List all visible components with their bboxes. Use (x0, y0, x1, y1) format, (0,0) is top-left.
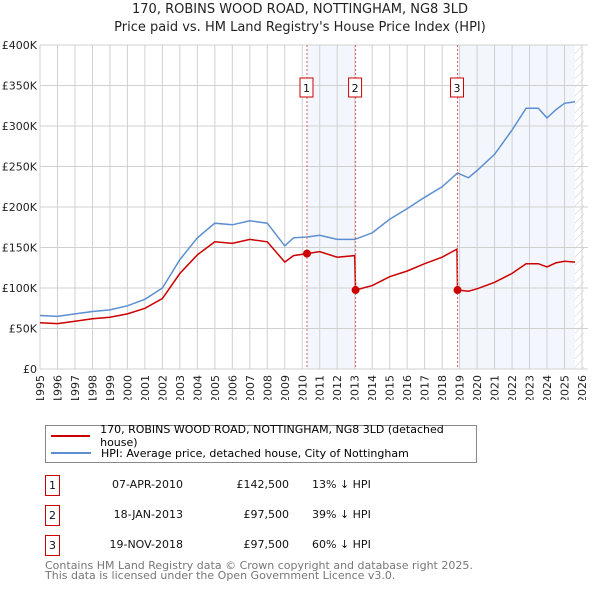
y-tick-label: £400K (2, 39, 38, 52)
sale-row: 1 07-APR-2010 £142,500 13% ↓ HPI (45, 475, 475, 496)
x-tick-label: 2005 (209, 375, 222, 400)
legend-item-property: 170, ROBINS WOOD ROAD, NOTTINGHAM, NG8 3… (51, 423, 476, 449)
x-tick-label: 2019 (454, 375, 467, 400)
x-tick-label: 2026 (576, 375, 589, 400)
x-tick-label: 2017 (419, 375, 432, 400)
x-tick-label: 1999 (104, 375, 117, 400)
sale-hpi-diff: 60% ↓ HPI (312, 538, 371, 551)
sale-point (351, 286, 360, 295)
sale-number: 3 (45, 535, 60, 556)
red-line-swatch (51, 435, 91, 437)
sale-hpi-diff: 13% ↓ HPI (312, 478, 371, 491)
x-tick-label: 1997 (69, 375, 82, 400)
y-tick-label: £50K (9, 323, 38, 336)
sale-date: 07-APR-2010 (111, 478, 183, 491)
hpi-line (39, 100, 576, 318)
y-tick-label: £100K (2, 282, 38, 295)
x-tick-label: 2002 (156, 375, 169, 400)
y-tick-label: £350K (2, 80, 38, 93)
sale-date: 19-NOV-2018 (109, 538, 183, 551)
x-tick-label: 2012 (331, 375, 344, 400)
x-tick-label: 2008 (261, 375, 274, 400)
sale-number: 2 (45, 505, 60, 526)
chart-subtitle: Price paid vs. HM Land Registry's House … (114, 20, 486, 35)
y-tick-label: £0 (23, 363, 37, 376)
x-tick-label: 1995 (34, 375, 47, 400)
x-tick-label: 2018 (436, 375, 449, 400)
chart-plot: 1 2 3 1995 1996 1997 1998 1999 2000 2001 2002 2003 2… (2, 39, 589, 400)
x-tick-label: 2003 (174, 375, 187, 400)
sale-hpi-diff: 39% ↓ HPI (312, 508, 371, 521)
x-tick-label: 2014 (366, 375, 379, 400)
blue-line-swatch (51, 452, 91, 454)
sale-price: £142,500 (236, 478, 290, 491)
legend: 170, ROBINS WOOD ROAD, NOTTINGHAM, NG8 3… (45, 423, 477, 463)
x-tick-label: 2007 (244, 375, 257, 400)
sale-badge-number: 3 (454, 82, 461, 95)
x-tick-label: 2010 (296, 375, 309, 400)
legend-label-property: 170, ROBINS WOOD ROAD, NOTTINGHAM, NG8 3… (100, 423, 444, 449)
x-tick-label: 1998 (86, 375, 99, 400)
sale-badge-number: 2 (352, 82, 359, 95)
sale-row: 3 19-NOV-2018 £97,500 60% ↓ HPI (45, 535, 475, 556)
property-price-line (39, 238, 576, 325)
x-tick-label: 2023 (524, 375, 537, 400)
x-tick-label: 2006 (226, 375, 239, 400)
x-tick-label: 2001 (139, 375, 152, 400)
sale-price: £97,500 (243, 538, 290, 551)
x-tick-label: 2011 (314, 375, 327, 400)
x-tick-label: 2024 (541, 375, 554, 400)
sale-point (302, 249, 311, 258)
sale-date: 18-JAN-2013 (113, 508, 183, 521)
sale-number: 1 (45, 475, 60, 496)
sale-price: £97,500 (243, 508, 290, 521)
legend-item-hpi: HPI: Average price, detached house, City… (51, 445, 409, 461)
sale-badge (299, 77, 314, 98)
y-tick-label: £200K (2, 201, 38, 214)
x-tick-label: 2013 (349, 375, 362, 400)
x-tick-label: 1996 (51, 375, 64, 400)
sale-row: 2 18-JAN-2013 £97,500 39% ↓ HPI (45, 505, 475, 526)
x-tick-label: 2021 (489, 375, 502, 400)
y-tick-label: £150K (2, 242, 38, 255)
y-tick-label: £250K (2, 161, 38, 174)
chart-title: 170, ROBINS WOOD ROAD, NOTTINGHAM, NG8 3… (132, 2, 468, 17)
x-tick-label: 2009 (279, 375, 292, 400)
legend-label-hpi: HPI: Average price, detached house, City… (101, 446, 409, 460)
sale-badge-number: 1 (303, 82, 310, 95)
x-tick-label: 2015 (384, 375, 397, 400)
sale-point (453, 286, 462, 295)
x-tick-label: 2016 (401, 375, 414, 400)
sale-badge (348, 77, 363, 98)
footer-copyright: Contains HM Land Registry data © Crown c… (45, 559, 473, 572)
x-tick-label: 2020 (471, 375, 484, 400)
x-tick-label: 2025 (559, 375, 572, 400)
y-tick-label: £300K (2, 120, 38, 133)
x-tick-label: 2004 (191, 375, 204, 400)
sale-badge (450, 77, 465, 98)
x-tick-label: 2022 (506, 375, 519, 400)
footer-licence: This data is licensed under the Open Gov… (45, 569, 396, 582)
x-tick-label: 2000 (121, 375, 134, 400)
